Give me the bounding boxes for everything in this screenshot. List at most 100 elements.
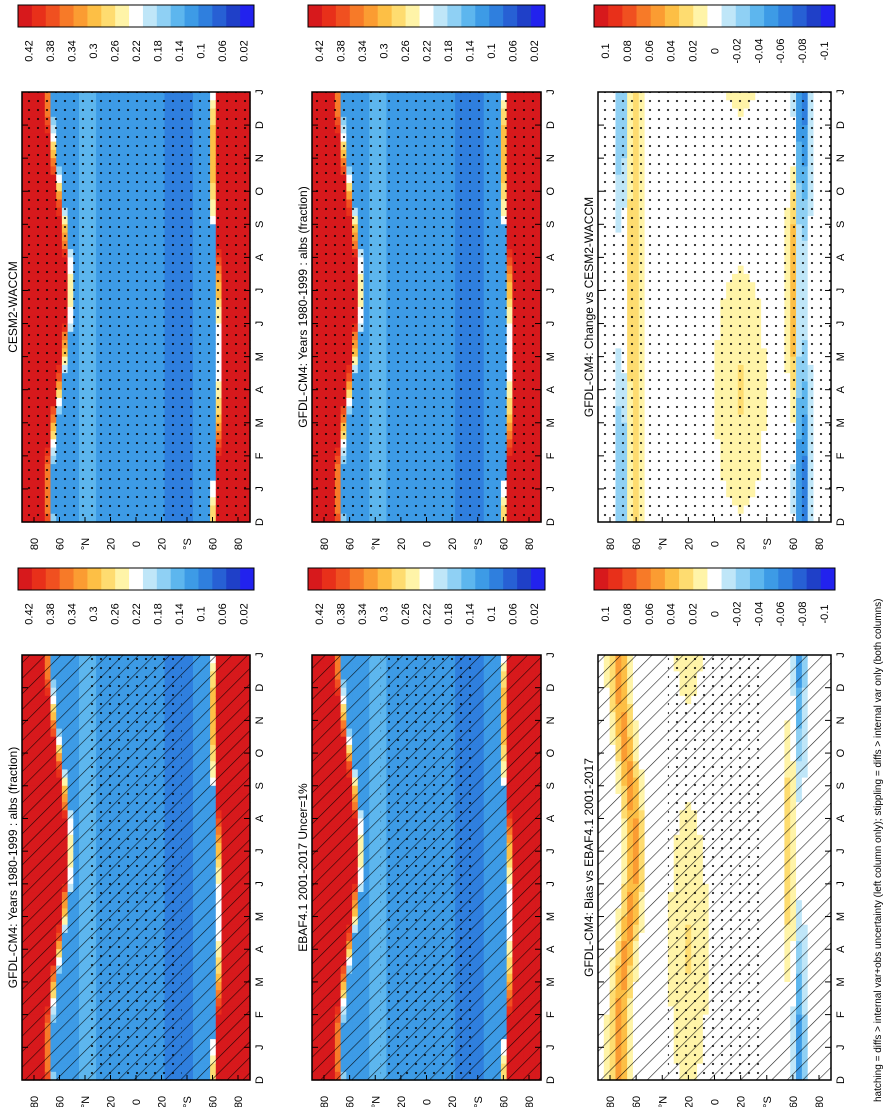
colorbar-swatch — [308, 5, 323, 27]
colorbar-label: 0.34 — [357, 40, 369, 61]
colorbar-label: 0.34 — [67, 603, 79, 624]
colorbar-label: 0.02 — [238, 603, 250, 624]
x-tick-label: O — [545, 187, 557, 196]
y-tick-label: 20 — [396, 538, 408, 550]
stippling-overlay — [90, 655, 182, 1080]
colorbar-label: 0.06 — [217, 603, 229, 624]
y-tick-label: 60 — [208, 1096, 220, 1107]
colorbar-swatch — [73, 568, 88, 590]
colorbar-label: 0.42 — [24, 603, 36, 624]
y-tick-label: 0 — [422, 541, 434, 547]
colorbar-label: 0.22 — [422, 40, 434, 61]
colorbar-swatch — [31, 568, 47, 590]
y-tick-label: 60 — [55, 1096, 67, 1107]
colorbar-swatch — [212, 568, 227, 590]
colorbar-label: 0.3 — [88, 606, 100, 621]
x-tick-label: S — [254, 782, 266, 789]
colorbar-label: 0.1 — [195, 606, 207, 621]
colorbar-swatch — [433, 5, 448, 27]
panel-title: GFDL-CM4: Years 1980-1999 : albs (fracti… — [6, 747, 20, 988]
x-tick-label: A — [545, 253, 557, 261]
colorbar-label: 0.06 — [508, 40, 520, 61]
colorbar-swatch — [335, 5, 351, 27]
colorbar-swatch — [447, 5, 462, 27]
x-tick-label: S — [545, 221, 557, 228]
x-tick-label: D — [254, 1076, 266, 1084]
x-tick-label: J — [254, 1045, 266, 1051]
x-tick-label: N — [254, 716, 266, 724]
colorbar-swatch — [101, 568, 116, 590]
colorbar-label: 0.38 — [45, 603, 57, 624]
x-tick-label: A — [545, 385, 557, 393]
x-tick-label: D — [254, 684, 266, 692]
colorbar-swatch — [363, 5, 379, 27]
colorbar-label: 0.3 — [378, 43, 390, 58]
colorbar-swatch — [419, 5, 434, 27]
colorbar-swatch — [18, 568, 33, 590]
colorbar-label: 0.42 — [314, 40, 326, 61]
colorbar-swatch — [531, 5, 546, 27]
x-tick-label: A — [254, 945, 266, 953]
colorbar-swatch — [156, 568, 172, 590]
y-tick-label: 80 — [29, 1096, 41, 1107]
y-tick-label: 60 — [498, 538, 510, 550]
stippling-overlay — [312, 92, 541, 522]
x-tick-label: J — [254, 848, 266, 854]
x-tick-label: N — [545, 154, 557, 162]
colorbar-label: 0.1 — [486, 43, 498, 58]
colorbar-label: 0.02 — [529, 40, 541, 61]
x-tick-label: D — [545, 121, 557, 129]
y-tick-label: °N — [80, 1096, 92, 1107]
x-tick-label: A — [254, 814, 266, 822]
colorbar-label: 0.38 — [335, 40, 347, 61]
colorbar-swatch — [349, 5, 365, 27]
y-tick-label: °N — [370, 538, 382, 550]
y-tick-label: 0 — [131, 1099, 143, 1105]
colorbar-frame — [17, 567, 255, 591]
colorbar-swatch — [198, 568, 213, 590]
colorbar-swatch — [475, 5, 490, 27]
colorbar-swatch — [321, 5, 337, 27]
y-tick-label: 20 — [157, 1096, 169, 1107]
x-tick-label: M — [254, 977, 266, 986]
x-tick-label: D — [545, 518, 557, 526]
x-tick-label: J — [545, 486, 557, 492]
x-tick-label: M — [545, 352, 557, 361]
colorbar-label: 0.18 — [443, 40, 455, 61]
x-tick-label: M — [254, 912, 266, 921]
colorbar-swatch — [129, 568, 144, 590]
x-tick-label: J — [254, 652, 266, 658]
x-tick-label: J — [545, 321, 557, 327]
colorbar-label: 0.22 — [131, 603, 143, 624]
colorbar-frame — [307, 4, 546, 28]
y-tick-label: 20 — [106, 1096, 118, 1107]
x-tick-label: M — [545, 418, 557, 427]
colorbar-swatch — [391, 5, 407, 27]
colorbar-label: 0.14 — [465, 40, 477, 61]
colorbar-swatch — [489, 5, 504, 27]
colorbar-label: 0.26 — [400, 40, 412, 61]
colorbar-swatch — [45, 568, 61, 590]
colorbar-swatch — [170, 568, 186, 590]
x-tick-label: F — [545, 452, 557, 459]
colorbar-label: 0.26 — [110, 603, 122, 624]
x-tick-label: J — [545, 89, 557, 95]
colorbar-swatch — [59, 568, 75, 590]
x-tick-label: O — [254, 748, 266, 757]
colorbar-swatch — [405, 5, 421, 27]
panel-title: GFDL-CM4: Years 1980-1999 : albs (fracti… — [296, 186, 310, 427]
y-tick-label: °S — [473, 538, 485, 550]
y-tick-label: 20 — [447, 538, 459, 550]
x-tick-label: F — [254, 1011, 266, 1018]
colorbar-label: 0.14 — [174, 603, 186, 624]
x-tick-label: J — [254, 881, 266, 887]
y-tick-label: °S — [182, 1096, 194, 1107]
colorbar-label: 0.18 — [152, 603, 164, 624]
colorbar-swatch — [115, 568, 130, 590]
colorbar: 0.42 0.38 0.34 0.3 0.26 0.22 0.18 0.14 0.1 0.06 0.… — [307, 4, 546, 62]
colorbar: 0.42 0.38 0.34 0.3 0.26 0.22 0.18 0.14 0.1 0.06 0.… — [17, 567, 255, 625]
colorbar-swatch — [226, 568, 241, 590]
y-tick-label: 60 — [345, 538, 357, 550]
